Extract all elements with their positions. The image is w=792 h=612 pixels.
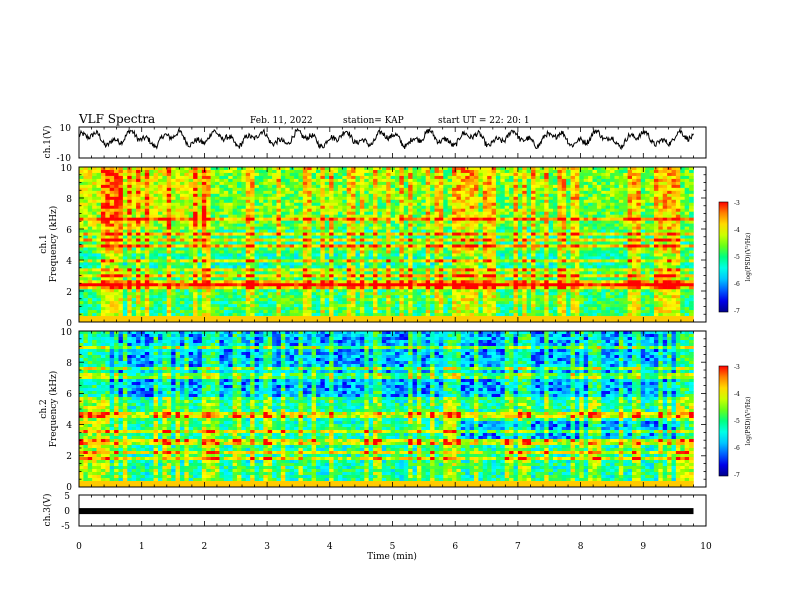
ch2-freq-tick-4: 4 <box>66 421 72 431</box>
xtick-2: 2 <box>202 542 208 552</box>
ch3-ytick-m5: -5 <box>61 522 70 532</box>
ch1-freq-tick-6: 6 <box>66 226 72 236</box>
ch3-signal-line <box>79 508 694 515</box>
ch1-spec-ylabel-freq: Frequency (kHz) <box>48 206 59 283</box>
ch1-freq-tick-2: 2 <box>66 288 72 298</box>
ch1-freq-tick-0: 0 <box>66 319 72 329</box>
xtick-4: 4 <box>327 542 333 552</box>
ch1-ylabel: ch.1(V) <box>42 126 53 159</box>
cbar2-tick-m7: -7 <box>734 472 740 479</box>
cbar1-tick-m4: -4 <box>734 227 740 234</box>
xtick-1: 1 <box>139 542 145 552</box>
ch2-freq-tick-6: 6 <box>66 390 72 400</box>
cbar2-tick-m6: -6 <box>734 445 740 452</box>
figure-title: VLF Spectra <box>78 112 155 126</box>
xtick-6: 6 <box>452 542 458 552</box>
cbar1-tick-m5: -5 <box>734 254 740 261</box>
ch1-freq-tick-10: 10 <box>61 164 73 174</box>
station-label: station= KAP <box>343 116 404 126</box>
start-time-label: start UT = 22: 20: 1 <box>438 116 530 126</box>
ch1-waveform-line <box>78 127 694 151</box>
cbar2-tick-m5: -5 <box>734 418 740 425</box>
ch2-freq-tick-2: 2 <box>66 452 72 462</box>
ch2-freq-tick-8: 8 <box>66 359 72 369</box>
time-axis-ticklabels: 0 1 2 3 4 5 6 7 8 9 10 <box>76 542 712 552</box>
cbar2-label: log(PSD)(V²/Hz) <box>745 397 752 446</box>
cbar2-tick-m4: -4 <box>734 391 740 398</box>
ch3-ytick-0: 0 <box>64 507 70 517</box>
cbar1-tick-m7: -7 <box>734 308 740 315</box>
cbar1-label: log(PSD)(V²/Hz) <box>745 233 752 282</box>
ch1-ytick-bottom: -10 <box>57 154 72 164</box>
xtick-9: 9 <box>640 542 646 552</box>
date-label: Feb. 11, 2022 <box>250 116 313 126</box>
ch3-ytick-5: 5 <box>64 492 70 502</box>
cbar2-tick-m3: -3 <box>734 364 740 371</box>
ch1-freq-tick-8: 8 <box>66 195 72 205</box>
ch1-colorbar: -3 -4 -5 -6 -7 log(PSD)(V²/Hz) <box>718 200 752 315</box>
xtick-5: 5 <box>390 542 396 552</box>
cbar1-tick-m3: -3 <box>734 200 740 207</box>
axis-tick-marks <box>78 127 707 526</box>
cbar1-tick-m6: -6 <box>734 281 740 288</box>
ch2-freq-tick-10: 10 <box>61 328 73 338</box>
ch2-colorbar: -3 -4 -5 -6 -7 log(PSD)(V²/Hz) <box>718 364 752 479</box>
ch2-spectrogram-image <box>79 331 694 488</box>
ch1-spectrogram-image <box>79 167 694 323</box>
xtick-3: 3 <box>264 542 270 552</box>
xtick-10: 10 <box>700 542 712 552</box>
xtick-0: 0 <box>76 542 82 552</box>
xtick-7: 7 <box>515 542 521 552</box>
ch2-spectrogram-panel: 10 8 6 4 2 0 ch.2 Frequency (kHz) <box>39 328 707 493</box>
ch2-freq-tick-0: 0 <box>66 483 72 493</box>
xaxis-label: Time (min) <box>367 551 417 562</box>
ch1-spec-ylabel-channel: ch.1 <box>39 234 49 253</box>
ch1-ytick-top: 10 <box>60 124 72 134</box>
ch1-freq-tick-4: 4 <box>66 257 72 267</box>
ch3-ylabel: ch.3(V) <box>42 494 53 527</box>
ch2-spec-ylabel-channel: ch.2 <box>39 399 49 418</box>
ch1-spectrogram-panel: 10 8 6 4 2 0 ch.1 Frequency (kHz) <box>39 164 707 329</box>
ch2-spec-ylabel-freq: Frequency (kHz) <box>48 371 59 448</box>
xtick-8: 8 <box>578 542 584 552</box>
